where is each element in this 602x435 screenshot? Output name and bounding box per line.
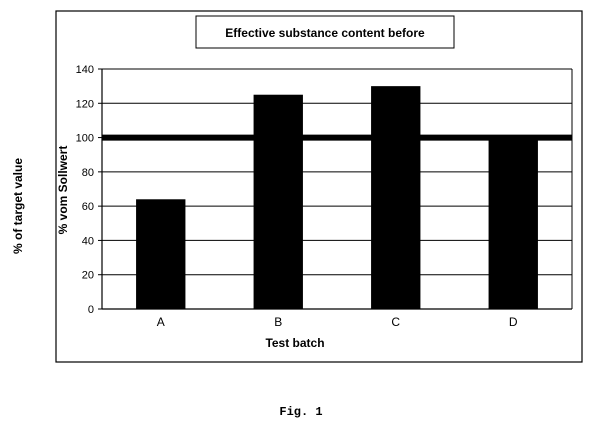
y-tick-label: 0 [88,304,94,316]
bar-a [136,199,186,309]
x-tick-labels: A B C D [157,315,518,329]
bar-d [488,135,538,309]
bars [136,86,538,310]
y-tick-label: 60 [82,201,94,213]
outer-y-axis-label: % of target value [11,157,25,255]
y-tick-labels: 0 20 40 60 80 100 120 140 [76,64,94,316]
y-tick-label: 20 [82,270,94,282]
y-axis-label: % vom Sollwert [56,146,70,235]
bar-c [371,86,421,310]
y-tick-label: 80 [82,167,94,179]
y-tick-label: 100 [76,133,94,145]
y-tick-label: 140 [76,64,94,76]
x-tick-label: D [509,315,518,329]
axes [98,68,573,310]
bar-b [253,94,303,309]
title-box [195,15,455,49]
x-axis-label: Test batch [265,336,324,350]
figure-caption: Fig. 1 [279,405,323,419]
chart-title: Effective substance content before [225,26,425,40]
y-tick-label: 40 [82,235,94,247]
x-tick-label: C [391,315,400,329]
y-tick-label: 120 [76,98,94,110]
x-tick-label: B [274,315,282,329]
chart-frame [55,10,583,363]
x-tick-label: A [157,315,165,329]
